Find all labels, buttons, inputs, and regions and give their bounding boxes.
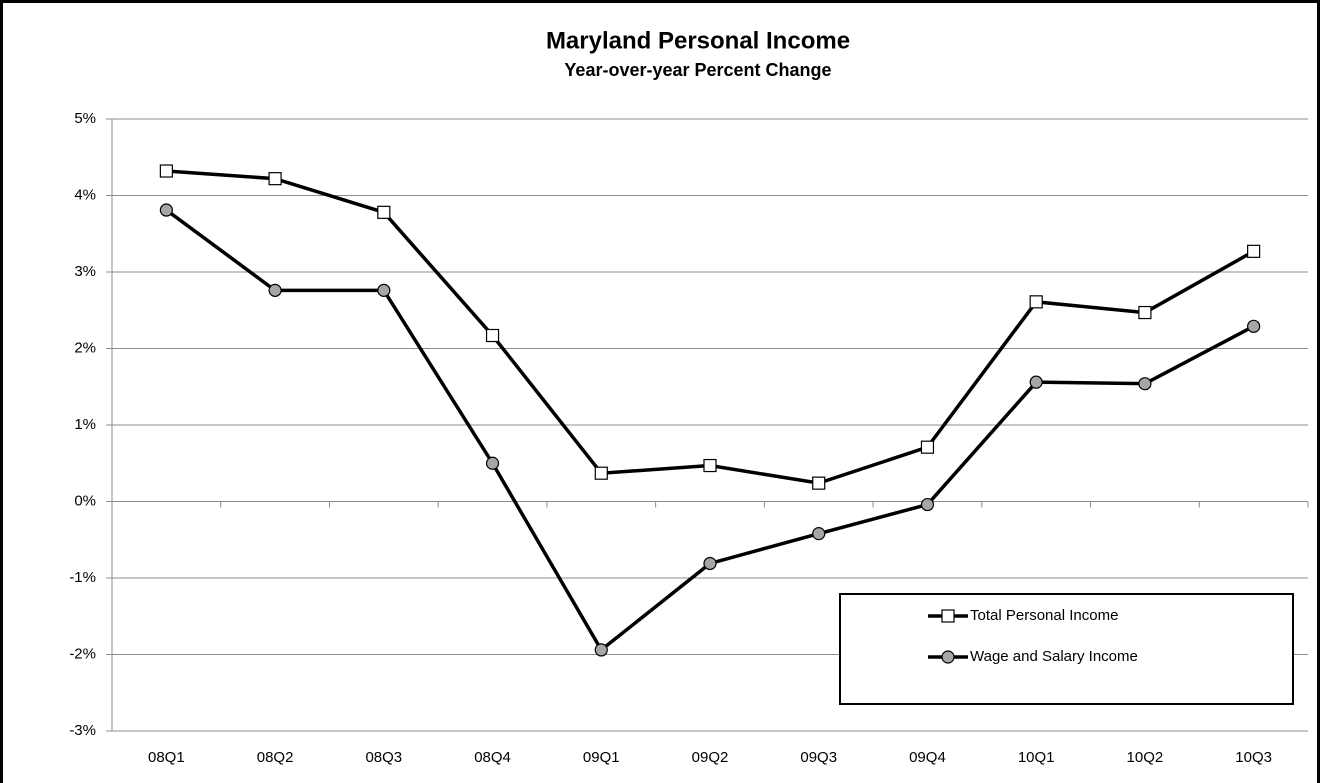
marker bbox=[1247, 244, 1261, 258]
x-tick-label: 09Q1 bbox=[583, 749, 620, 766]
marker bbox=[268, 172, 282, 186]
x-tick-label: 09Q2 bbox=[692, 749, 729, 766]
x-tick-label: 09Q4 bbox=[909, 749, 946, 766]
marker bbox=[1029, 295, 1043, 309]
marker bbox=[159, 203, 173, 217]
y-tick-label: -2% bbox=[69, 645, 96, 662]
x-tick-label: 08Q4 bbox=[474, 749, 511, 766]
x-tick-label: 08Q3 bbox=[365, 749, 402, 766]
legend-marker bbox=[941, 650, 955, 664]
x-tick-label: 08Q1 bbox=[148, 749, 185, 766]
marker bbox=[1247, 319, 1261, 333]
x-tick-label: 10Q3 bbox=[1235, 749, 1272, 766]
marker bbox=[812, 527, 826, 541]
legend-marker bbox=[941, 609, 955, 623]
y-tick-label: 3% bbox=[74, 263, 96, 280]
y-tick-label: 0% bbox=[74, 492, 96, 509]
marker bbox=[377, 283, 391, 297]
y-tick-label: 4% bbox=[74, 186, 96, 203]
marker bbox=[594, 643, 608, 657]
marker bbox=[703, 556, 717, 571]
y-tick-label: 1% bbox=[74, 416, 96, 433]
marker bbox=[1138, 377, 1152, 391]
marker bbox=[1138, 305, 1152, 320]
y-tick-label: -3% bbox=[69, 722, 96, 739]
marker bbox=[268, 283, 282, 297]
y-tick-label: 2% bbox=[74, 339, 96, 356]
marker bbox=[159, 164, 173, 178]
marker bbox=[485, 328, 500, 343]
marker bbox=[377, 205, 391, 219]
marker bbox=[485, 456, 500, 470]
chart-title: Maryland Personal Income bbox=[546, 27, 850, 54]
marker bbox=[594, 466, 608, 480]
legend-label: Total Personal Income bbox=[970, 607, 1118, 624]
x-tick-label: 09Q3 bbox=[800, 749, 837, 766]
x-tick-label: 10Q2 bbox=[1127, 749, 1164, 766]
marker bbox=[812, 476, 826, 490]
chart-subtitle: Year-over-year Percent Change bbox=[564, 60, 831, 80]
x-tick-label: 10Q1 bbox=[1018, 749, 1055, 766]
x-tick-label: 08Q2 bbox=[257, 749, 294, 766]
legend-box bbox=[839, 593, 1294, 705]
marker bbox=[703, 458, 717, 473]
y-tick-label: -1% bbox=[69, 569, 96, 586]
marker bbox=[1029, 375, 1043, 389]
marker bbox=[920, 497, 935, 512]
marker bbox=[920, 440, 935, 454]
legend-label: Wage and Salary Income bbox=[970, 648, 1138, 665]
y-tick-label: 5% bbox=[74, 110, 96, 127]
